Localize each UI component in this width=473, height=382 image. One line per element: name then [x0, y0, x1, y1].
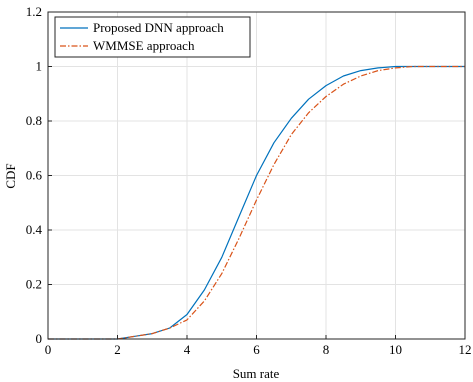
y-tick-label: 1.2	[26, 4, 42, 19]
x-tick-label: 12	[459, 342, 472, 357]
x-tick-label: 10	[389, 342, 402, 357]
y-tick-label: 0	[36, 331, 43, 346]
y-tick-label: 1	[36, 59, 43, 74]
y-tick-label: 0.4	[26, 222, 43, 237]
x-tick-label: 6	[253, 342, 260, 357]
x-tick-label: 8	[323, 342, 330, 357]
x-tick-label: 0	[45, 342, 52, 357]
series-lines	[48, 65, 465, 340]
y-tick-label: 0.2	[26, 277, 42, 292]
x-tick-label: 2	[114, 342, 121, 357]
legend-label-wmmse: WMMSE approach	[93, 38, 195, 53]
y-tick-label: 0.6	[26, 168, 43, 183]
y-tick-label: 0.8	[26, 113, 42, 128]
x-tick-label: 4	[184, 342, 191, 357]
x-axis-label: Sum rate	[233, 366, 280, 381]
axis-ticks: 0 2 4 6 8 10 12 0 0.2 0.4 0.6 0.8 1 1.2	[26, 4, 472, 357]
series-line-wmmse	[48, 65, 465, 340]
legend: Proposed DNN approach WMMSE approach	[54, 16, 251, 58]
legend-label-dnn: Proposed DNN approach	[93, 20, 224, 35]
y-axis-label: CDF	[3, 163, 18, 188]
legend-box	[54, 16, 251, 58]
